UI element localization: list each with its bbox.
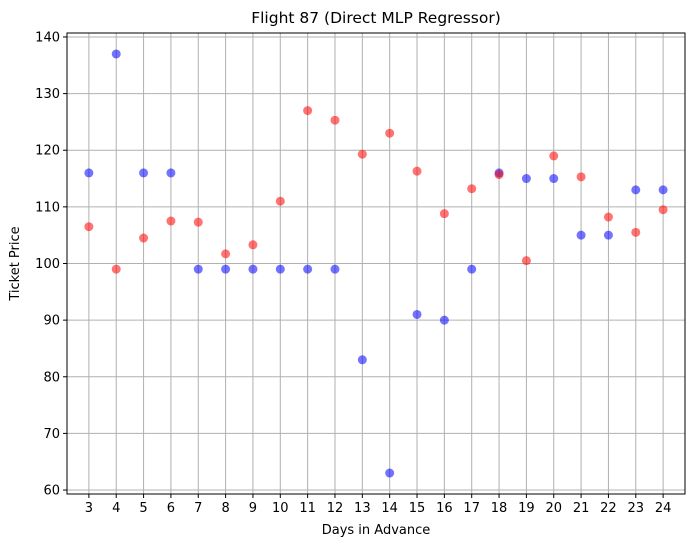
data-point-series-1	[357, 355, 367, 365]
data-point-series-2	[303, 106, 313, 116]
data-point-series-2	[221, 249, 231, 259]
data-point-series-2	[330, 115, 340, 125]
data-point-series-1	[521, 174, 531, 184]
y-tick-label: 90	[43, 314, 60, 329]
data-point-series-2	[275, 196, 285, 206]
x-tick-label: 22	[600, 501, 617, 516]
x-tick-label: 24	[655, 501, 672, 516]
y-tick-label: 70	[43, 427, 60, 442]
x-tick-label: 20	[545, 501, 562, 516]
x-tick-label: 7	[194, 501, 202, 516]
axis-ticks: 3 4 5 6 7 8 9 10 11 12 13 14 15 16 17 18 19 20 21 22 23 24 60 7…	[35, 30, 671, 516]
data-points	[84, 49, 668, 478]
y-tick-label: 80	[43, 370, 60, 385]
data-point-series-1	[658, 185, 668, 195]
x-tick-label: 9	[249, 501, 257, 516]
x-tick-label: 21	[573, 501, 590, 516]
data-point-series-2	[166, 216, 176, 226]
x-tick-label: 12	[327, 501, 344, 516]
data-point-series-1	[385, 468, 395, 478]
data-point-series-2	[139, 233, 149, 243]
data-point-series-1	[576, 230, 586, 240]
data-point-series-2	[84, 222, 94, 232]
x-tick-label: 14	[381, 501, 398, 516]
data-point-series-2	[467, 184, 477, 194]
data-point-series-1	[84, 168, 94, 178]
y-tick-label: 120	[35, 144, 60, 159]
data-point-series-2	[494, 170, 504, 180]
x-tick-label: 8	[221, 501, 229, 516]
y-tick-label: 100	[35, 257, 60, 272]
data-point-series-2	[111, 264, 121, 274]
y-axis-label: Ticket Price	[8, 226, 23, 301]
data-point-series-1	[221, 264, 231, 274]
x-tick-label: 16	[436, 501, 453, 516]
data-point-series-2	[193, 217, 203, 227]
x-axis-label: Days in Advance	[322, 523, 431, 538]
data-point-series-1	[549, 174, 559, 184]
y-tick-label: 140	[35, 30, 60, 45]
data-point-series-1	[303, 264, 313, 274]
data-point-series-2	[576, 172, 586, 182]
x-tick-label: 6	[167, 501, 175, 516]
x-tick-label: 15	[409, 501, 426, 516]
data-point-series-1	[330, 264, 340, 274]
x-tick-label: 18	[491, 501, 508, 516]
data-point-series-2	[357, 149, 367, 159]
x-tick-label: 17	[463, 501, 480, 516]
chart-title: Flight 87 (Direct MLP Regressor)	[251, 9, 501, 27]
data-point-series-2	[439, 209, 449, 219]
data-point-series-2	[549, 151, 559, 161]
data-point-series-1	[111, 49, 121, 59]
x-tick-label: 4	[112, 501, 120, 516]
x-tick-label: 13	[354, 501, 371, 516]
data-point-series-1	[166, 168, 176, 178]
x-tick-label: 23	[628, 501, 645, 516]
data-point-series-1	[139, 168, 149, 178]
y-tick-label: 60	[43, 484, 60, 499]
data-point-series-1	[467, 264, 477, 274]
y-tick-label: 130	[35, 87, 60, 102]
data-point-series-1	[439, 315, 449, 325]
data-point-series-1	[193, 264, 203, 274]
data-point-series-1	[248, 264, 258, 274]
data-point-series-1	[603, 230, 613, 240]
data-point-series-2	[248, 240, 258, 250]
grid-lines	[67, 33, 685, 494]
y-tick-label: 110	[35, 200, 60, 215]
data-point-series-2	[603, 212, 613, 222]
x-tick-label: 10	[272, 501, 289, 516]
data-point-series-2	[521, 256, 531, 266]
data-point-series-1	[412, 309, 422, 319]
data-point-series-2	[385, 128, 395, 138]
x-tick-label: 5	[139, 501, 147, 516]
data-point-series-2	[631, 227, 641, 237]
x-tick-label: 3	[85, 501, 93, 516]
x-tick-label: 11	[299, 501, 316, 516]
data-point-series-2	[658, 205, 668, 215]
x-tick-label: 19	[518, 501, 535, 516]
data-point-series-2	[412, 166, 422, 176]
data-point-series-1	[631, 185, 641, 195]
data-point-series-1	[275, 264, 285, 274]
